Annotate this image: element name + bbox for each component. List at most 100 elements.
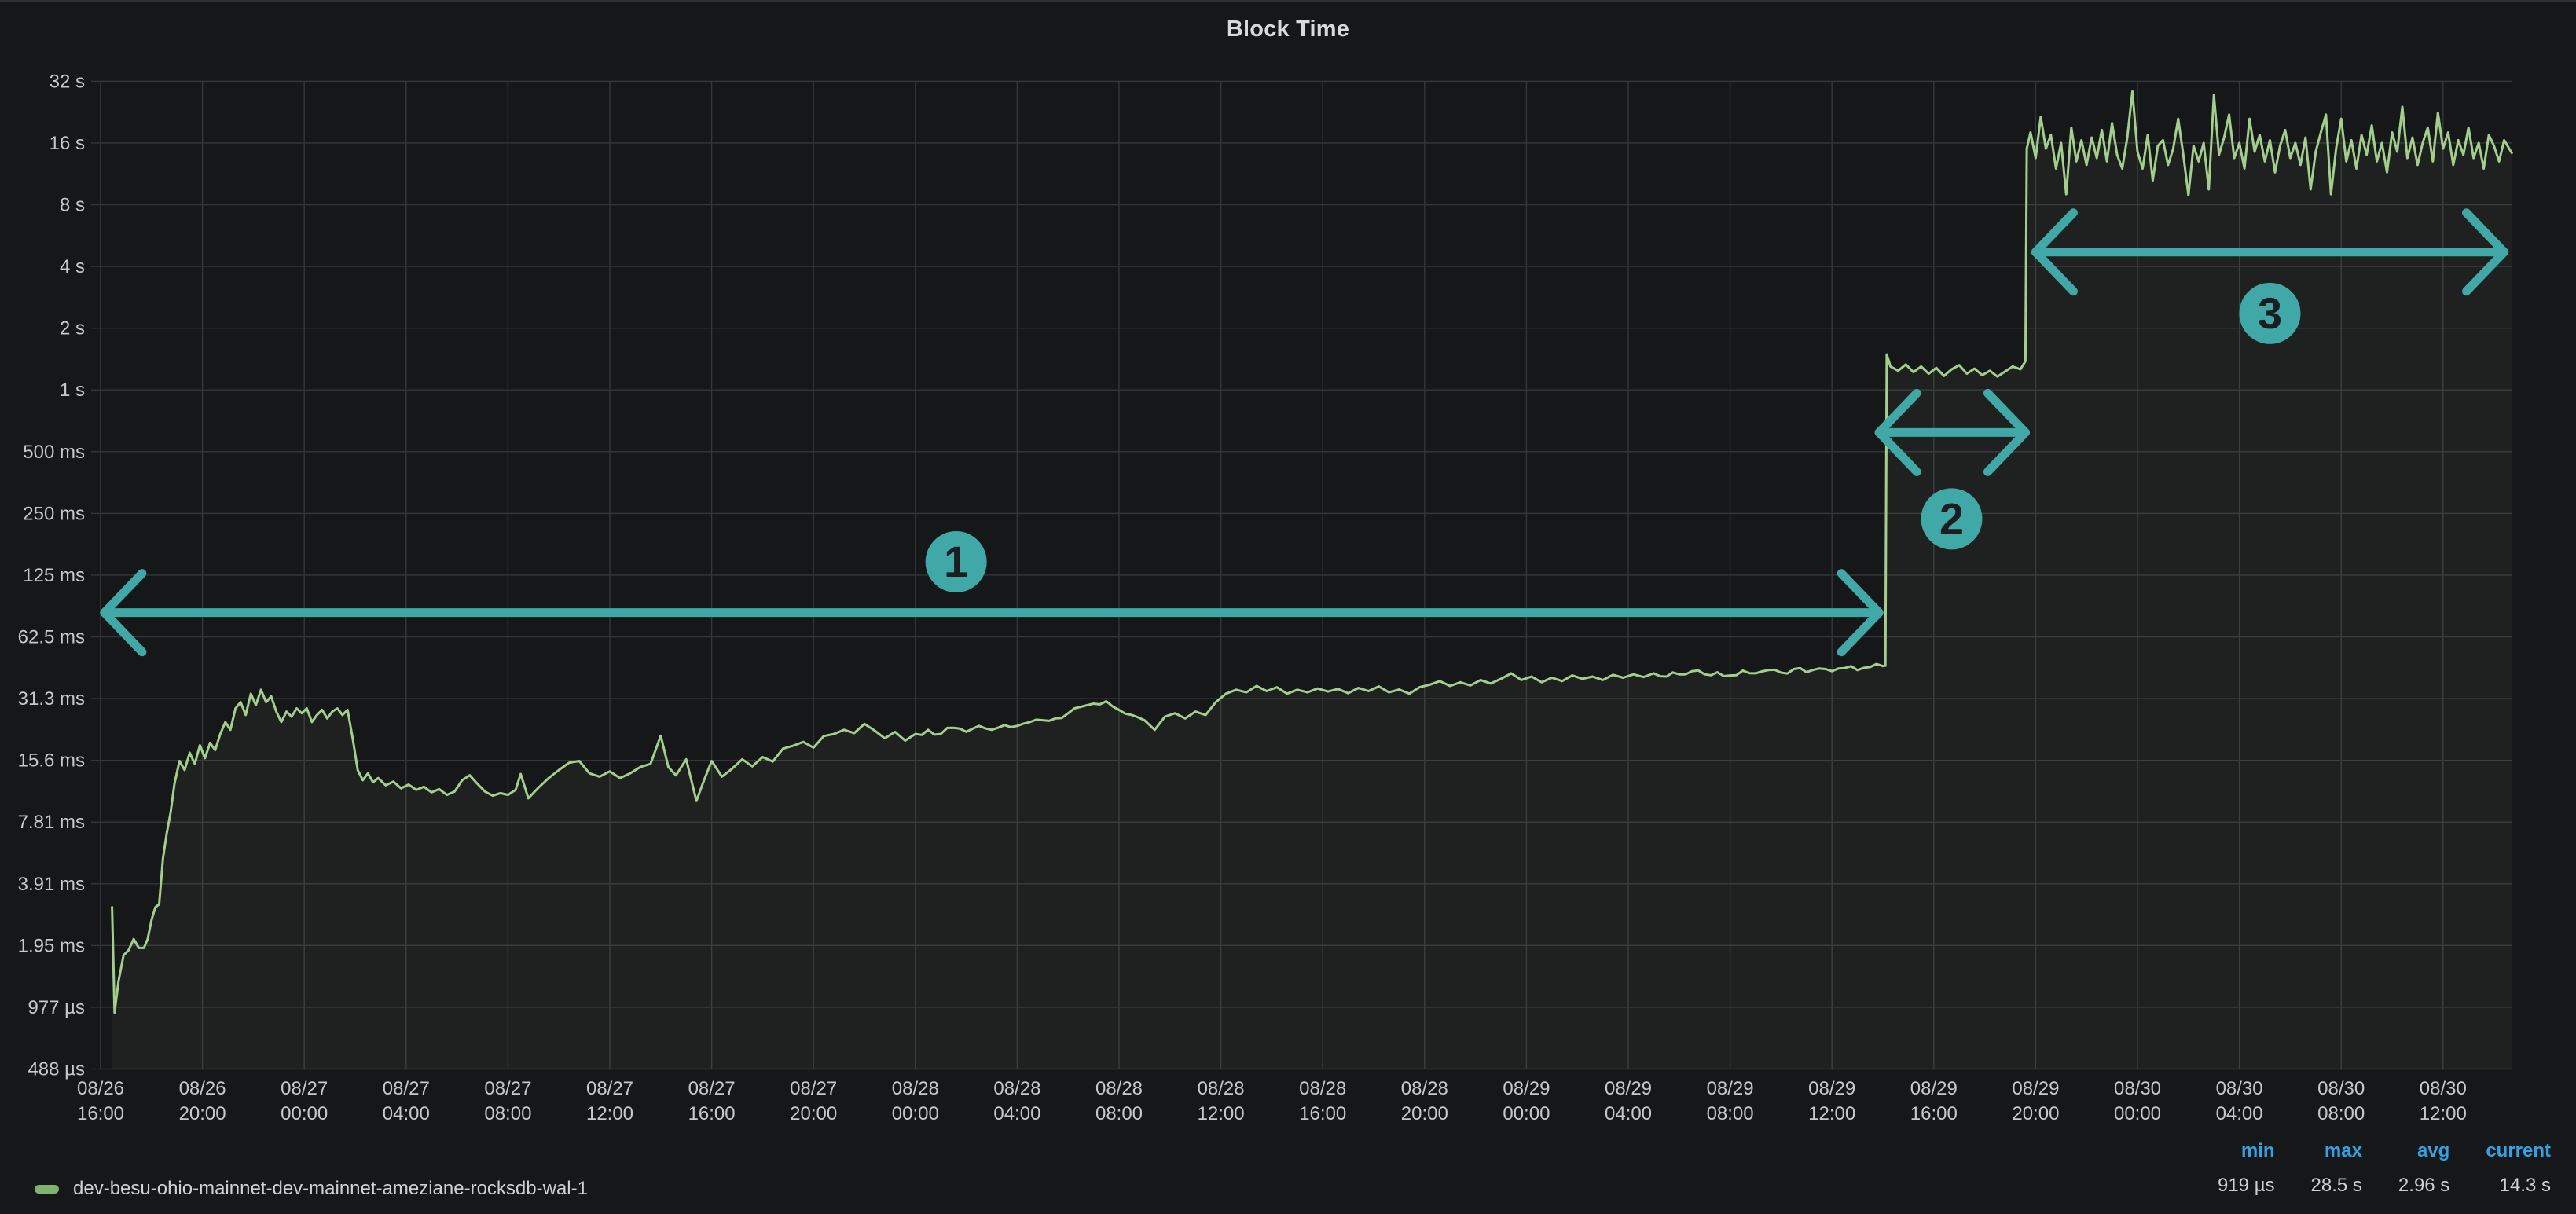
x-tick-time: 00:00 xyxy=(2114,1103,2161,1124)
x-tick-time: 12:00 xyxy=(2420,1103,2467,1124)
y-tick-label: 2 s xyxy=(60,318,85,339)
annotation-number-3: 3 xyxy=(2258,288,2282,338)
x-tick-time: 04:00 xyxy=(993,1103,1040,1124)
arrow-head-left-icon xyxy=(1874,388,1921,437)
x-tick-time: 08:00 xyxy=(2317,1103,2365,1124)
y-tick-label: 8 s xyxy=(60,195,85,216)
x-tick-date: 08/29 xyxy=(2012,1078,2059,1099)
arrow-head-left-icon xyxy=(100,608,147,657)
x-tick-date: 08/28 xyxy=(1095,1078,1143,1099)
legend-stats: min 919 µs max 28.5 s avg 2.96 s current 14.3 s xyxy=(2218,1140,2551,1197)
stat-value-max: 28.5 s xyxy=(2310,1175,2362,1196)
x-tick-time: 08:00 xyxy=(484,1103,531,1124)
series-line-block-time xyxy=(111,90,2513,1014)
x-tick-time: 16:00 xyxy=(1910,1103,1958,1124)
x-tick-date: 08/28 xyxy=(993,1078,1040,1099)
x-tick-date: 08/29 xyxy=(1605,1078,1652,1099)
y-tick-label: 488 µs xyxy=(28,1059,85,1080)
stat-header-current[interactable]: current xyxy=(2486,1140,2551,1161)
stat-header-avg[interactable]: avg xyxy=(2416,1140,2450,1161)
x-tick-date: 08/27 xyxy=(790,1078,837,1099)
x-tick-time: 08:00 xyxy=(1707,1103,1754,1124)
annotation-3: 3 xyxy=(2031,208,2509,344)
y-tick-label: 3.91 ms xyxy=(18,874,85,895)
y-tick-label: 250 ms xyxy=(23,503,85,524)
x-tick-date: 08/28 xyxy=(892,1078,939,1099)
arrow-head-left-icon xyxy=(2031,248,2078,296)
x-tick-time: 00:00 xyxy=(281,1103,328,1124)
x-tick-date: 08/30 xyxy=(2216,1078,2263,1099)
y-tick-label: 4 s xyxy=(60,256,85,277)
stat-header-min[interactable]: min xyxy=(2240,1140,2275,1161)
x-tick-time: 12:00 xyxy=(1198,1103,1245,1124)
panel-title[interactable]: Block Time xyxy=(1226,17,1350,42)
arrow-head-right-icon xyxy=(1983,388,2030,437)
x-tick-date: 08/28 xyxy=(1299,1078,1346,1099)
stat-value-avg: 2.96 s xyxy=(2398,1175,2450,1196)
arrow-head-left-icon xyxy=(2031,208,2078,257)
y-tick-label: 125 ms xyxy=(23,565,85,586)
x-tick-date: 08/29 xyxy=(1707,1078,1754,1099)
y-tick-label: 15.6 ms xyxy=(18,750,85,772)
x-tick-date: 08/27 xyxy=(688,1078,736,1099)
stat-value-current: 14.3 s xyxy=(2499,1175,2551,1196)
stat-col-avg: avg 2.96 s xyxy=(2398,1140,2449,1197)
y-tick-label: 32 s xyxy=(50,71,85,92)
x-tick-date: 08/29 xyxy=(1503,1078,1550,1099)
y-tick-label: 16 s xyxy=(50,133,85,154)
x-tick-time: 12:00 xyxy=(1808,1103,1855,1124)
x-tick-time: 20:00 xyxy=(790,1103,837,1124)
x-tick-time: 20:00 xyxy=(1401,1103,1448,1124)
series-legend-label[interactable]: dev-besu-ohio-mainnet-dev-mainnet-amezia… xyxy=(73,1178,588,1199)
stat-header-max[interactable]: max xyxy=(2324,1140,2362,1161)
x-tick-date: 08/27 xyxy=(586,1078,633,1099)
grid: 488 µs 977 µs 1.95 ms 3.91 ms 7.81 ms 15.6 ms… xyxy=(18,71,2512,1124)
y-tick-label: 62.5 ms xyxy=(18,627,85,648)
arrow-head-right-icon xyxy=(1837,608,1884,657)
x-tick-date: 08/27 xyxy=(484,1078,531,1099)
x-tick-time: 16:00 xyxy=(688,1103,736,1124)
x-tick-time: 16:00 xyxy=(77,1103,124,1124)
stat-col-min: min 919 µs xyxy=(2218,1140,2275,1197)
annotation-2: 2 xyxy=(1874,388,2030,550)
x-tick-date: 08/26 xyxy=(179,1078,226,1099)
x-tick-date: 08/27 xyxy=(383,1078,430,1099)
annotation-1: 1 xyxy=(100,531,1884,657)
annotation-number-2: 2 xyxy=(1939,493,1964,543)
x-tick-time: 08:00 xyxy=(1095,1103,1143,1124)
stat-value-min: 919 µs xyxy=(2217,1175,2275,1196)
x-tick-time: 20:00 xyxy=(179,1103,226,1124)
x-tick-date: 08/26 xyxy=(77,1078,124,1099)
arrow-head-right-icon xyxy=(1837,569,1884,618)
x-tick-time: 12:00 xyxy=(586,1103,633,1124)
annotation-number-1: 1 xyxy=(944,537,968,586)
x-tick-time: 16:00 xyxy=(1299,1103,1346,1124)
x-tick-date: 08/30 xyxy=(2114,1078,2161,1099)
x-tick-time: 04:00 xyxy=(2216,1103,2263,1124)
arrow-head-right-icon xyxy=(2462,248,2509,296)
y-tick-label: 7.81 ms xyxy=(18,812,85,833)
legend: dev-besu-ohio-mainnet-dev-mainnet-amezia… xyxy=(35,1178,588,1200)
x-tick-time: 20:00 xyxy=(2012,1103,2059,1124)
y-tick-label: 977 µs xyxy=(28,997,85,1018)
arrow-head-left-icon xyxy=(1874,427,1921,476)
annotation-circle-1 xyxy=(925,531,987,593)
annotation-circle-2 xyxy=(1921,488,1983,550)
x-tick-date: 08/29 xyxy=(1808,1078,1855,1099)
arrow-head-left-icon xyxy=(100,569,147,618)
x-tick-time: 04:00 xyxy=(1605,1103,1652,1124)
x-tick-date: 08/30 xyxy=(2420,1078,2467,1099)
stat-col-max: max 28.5 s xyxy=(2311,1140,2362,1197)
arrow-head-right-icon xyxy=(1983,427,2030,476)
annotation-circle-3 xyxy=(2239,282,2301,344)
x-tick-date: 08/27 xyxy=(281,1078,328,1099)
series-area-fill xyxy=(112,91,2512,1069)
y-tick-label: 31.3 ms xyxy=(18,688,85,710)
x-tick-time: 00:00 xyxy=(1503,1103,1550,1124)
x-tick-date: 08/28 xyxy=(1198,1078,1245,1099)
arrow-head-right-icon xyxy=(2462,208,2509,257)
y-tick-label: 1 s xyxy=(60,380,85,401)
x-tick-time: 00:00 xyxy=(892,1103,939,1124)
